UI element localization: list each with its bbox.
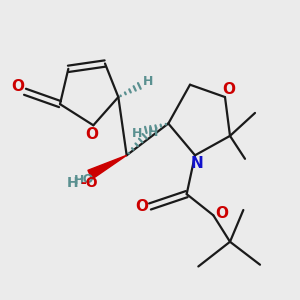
Text: N: N — [190, 156, 203, 171]
Polygon shape — [88, 155, 127, 179]
Text: O: O — [11, 79, 24, 94]
Text: O: O — [215, 206, 228, 221]
Text: O: O — [135, 199, 148, 214]
Text: H: H — [67, 176, 78, 190]
Text: H: H — [74, 174, 85, 187]
Text: ·O: ·O — [79, 173, 94, 186]
Text: H: H — [143, 75, 154, 88]
Text: -O: -O — [80, 176, 98, 190]
Text: O: O — [223, 82, 236, 98]
Text: H: H — [148, 126, 158, 139]
Text: O: O — [85, 127, 98, 142]
Text: H: H — [132, 127, 142, 140]
